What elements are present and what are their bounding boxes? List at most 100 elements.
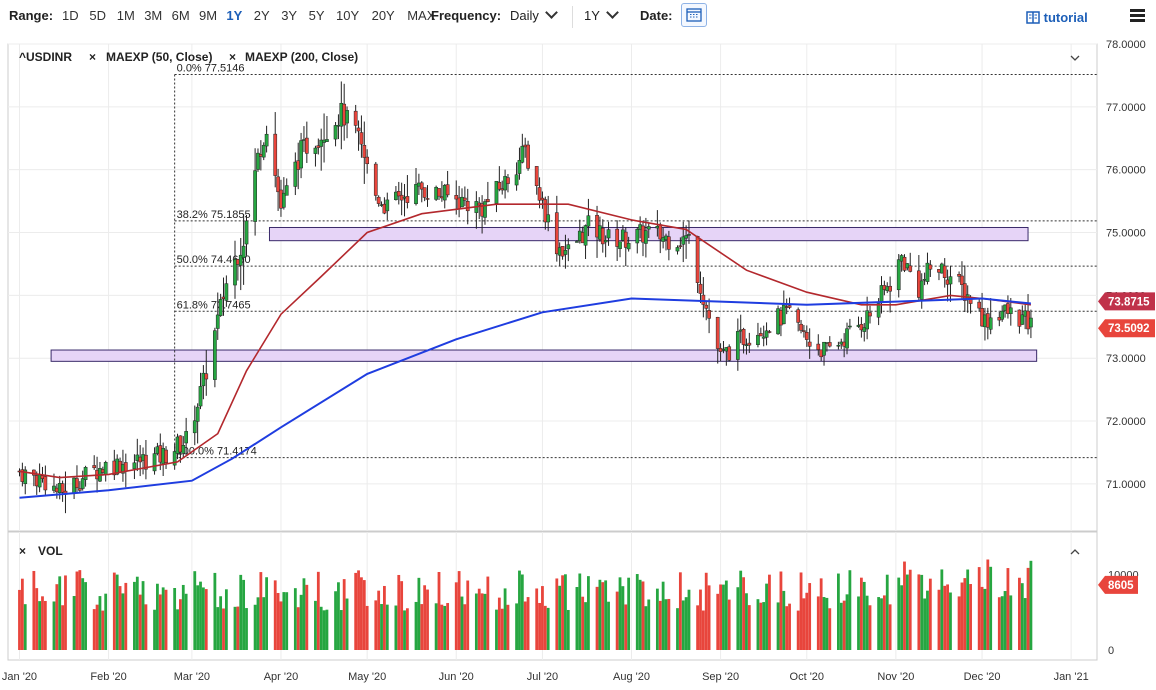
range-button-10y[interactable]: 10Y <box>336 8 360 23</box>
volume-bar <box>658 600 662 650</box>
volume-bar <box>405 608 409 650</box>
volume-bar <box>727 599 731 650</box>
volume-bar <box>802 598 806 650</box>
candle <box>816 343 821 350</box>
volume-bar <box>768 574 771 650</box>
volume-bar <box>503 588 507 650</box>
chevron-down-icon[interactable] <box>1070 55 1080 61</box>
volume-bar <box>604 580 608 650</box>
volume-bar <box>84 582 87 650</box>
frequency-select[interactable]: Daily <box>510 6 558 23</box>
range-button-1y[interactable]: 1Y <box>226 8 243 23</box>
candle <box>543 199 548 223</box>
candle <box>787 305 792 308</box>
candle <box>977 301 982 309</box>
candle <box>948 276 953 285</box>
volume-bar <box>64 575 67 650</box>
volume-bar <box>816 596 820 650</box>
candle <box>1000 310 1005 320</box>
range-button-5d[interactable]: 5D <box>89 8 107 23</box>
volume-bar <box>506 604 510 650</box>
volume-bar <box>342 579 346 650</box>
volume-bar <box>121 593 125 650</box>
volume-bar <box>75 571 79 650</box>
volume-bar <box>722 584 725 650</box>
remove-study-1-icon[interactable]: × <box>89 50 96 64</box>
volume-bar <box>276 592 280 650</box>
remove-study-2-icon[interactable]: × <box>229 50 236 64</box>
candle <box>735 331 740 360</box>
range-button-1d[interactable]: 1D <box>62 8 79 23</box>
candle <box>526 144 530 169</box>
candle <box>727 346 732 361</box>
candle <box>836 345 841 347</box>
ma200-tag <box>1098 292 1155 311</box>
period-select[interactable]: 1Y <box>584 6 619 23</box>
volume-bar <box>756 599 760 650</box>
range-button-20y[interactable]: 20Y <box>371 8 395 23</box>
volume-bar <box>848 570 852 650</box>
candle <box>575 241 579 243</box>
range-button-9m[interactable]: 9M <box>199 8 218 23</box>
study-1-label[interactable]: MAEXP (50, Close) <box>106 50 212 64</box>
volume-bar <box>526 597 530 650</box>
candle <box>928 264 933 270</box>
volume-bar <box>305 584 309 650</box>
support-resistance-zone <box>50 349 1038 362</box>
range-button-max[interactable]: MAX <box>407 8 436 23</box>
volume-bar <box>664 599 668 650</box>
candle <box>646 226 651 230</box>
volume-bar <box>158 594 162 650</box>
volume-bar <box>684 597 688 650</box>
volume-bar <box>262 597 266 650</box>
candle <box>514 174 519 186</box>
volume-bar <box>477 588 481 650</box>
volume-bar <box>173 588 177 650</box>
hamburger-menu-icon[interactable] <box>1130 9 1145 22</box>
range-button-1m[interactable]: 1M <box>116 8 135 23</box>
candle <box>506 177 510 184</box>
chevron-down-icon <box>545 6 558 19</box>
candle <box>23 469 28 484</box>
range-button-6m[interactable]: 6M <box>171 8 190 23</box>
volume-bar <box>213 572 217 650</box>
volume-bar <box>969 584 972 650</box>
volume-bar <box>414 601 418 650</box>
chevron-up-icon[interactable] <box>1070 549 1080 555</box>
volume-bar <box>624 604 628 650</box>
range-button-5y[interactable]: 5Y <box>308 8 325 23</box>
volume-bar <box>546 607 550 650</box>
range-button-3m[interactable]: 3M <box>144 8 163 23</box>
candle <box>756 334 760 345</box>
volume-bar <box>989 566 993 650</box>
volume-bar <box>558 585 562 650</box>
candle <box>319 139 324 147</box>
candle <box>376 196 381 204</box>
candle <box>204 373 209 380</box>
volume-bar <box>745 593 748 650</box>
volume-bar <box>598 579 602 650</box>
range-button-2y[interactable]: 2Y <box>253 8 270 23</box>
fib-level-label: 0.0% 77.5146 <box>177 63 245 75</box>
volume-bar <box>928 578 932 650</box>
candle <box>695 236 700 283</box>
volume-bar <box>115 574 119 650</box>
volume-bar <box>997 597 1001 650</box>
fib-level-label: 61.8% 73.7465 <box>177 299 251 311</box>
range-button-3y[interactable]: 3Y <box>281 8 298 23</box>
volume-bar <box>905 574 909 650</box>
volume-tag-label: 8605 <box>1108 580 1134 592</box>
volume-bar <box>678 572 682 650</box>
volume-bar <box>144 604 148 650</box>
tutorial-link[interactable]: tutorial <box>1026 10 1088 25</box>
candle <box>681 236 686 245</box>
volume-bar <box>380 604 383 650</box>
candle <box>233 259 237 286</box>
study-2-label[interactable]: MAEXP (200, Close) <box>245 50 358 64</box>
volume-bar <box>133 581 136 650</box>
calendar-button[interactable] <box>681 3 707 27</box>
price-panel-frame <box>7 43 1098 532</box>
volume-bar <box>607 601 610 650</box>
remove-volume-icon[interactable]: × <box>19 544 26 558</box>
candle <box>767 331 772 333</box>
